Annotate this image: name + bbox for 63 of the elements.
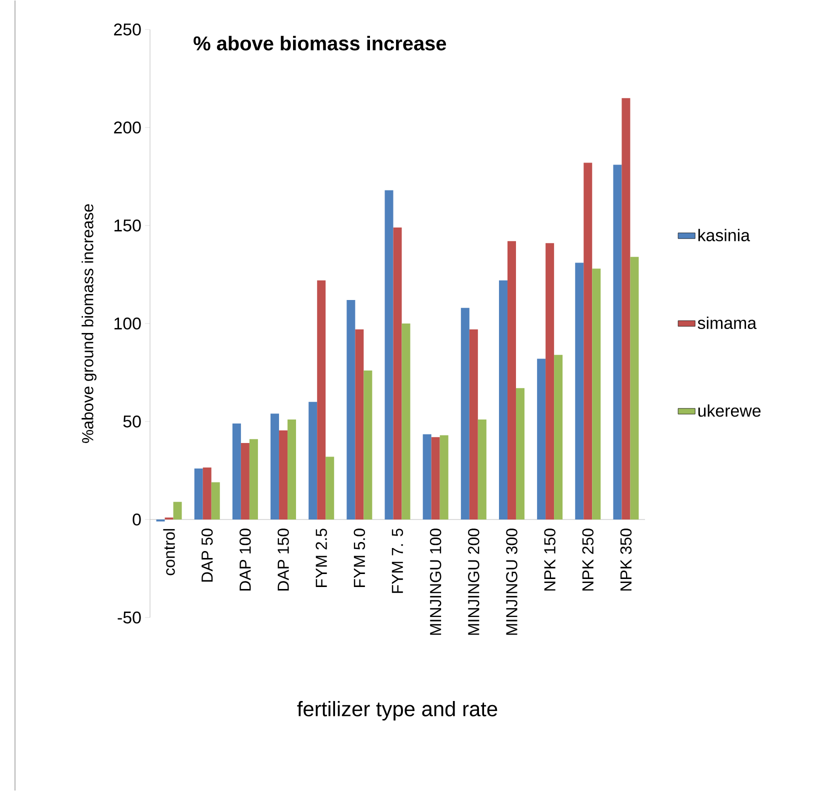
bar: [575, 262, 584, 520]
bar: [326, 456, 334, 520]
x-tick-label: NPK 150: [544, 528, 556, 591]
bar: [232, 423, 241, 520]
bar: [270, 414, 280, 520]
bar: [546, 243, 554, 520]
y-tick-label: 250: [114, 23, 141, 36]
bar: [240, 443, 250, 520]
bar: [630, 256, 639, 520]
x-tick-label: MINJINGU 100: [430, 528, 442, 635]
bar: [249, 439, 258, 520]
bar: [346, 300, 356, 520]
bar: [355, 329, 364, 520]
bar: [469, 329, 478, 520]
x-tick-label: FYM 7. 5: [392, 528, 404, 593]
bar: [507, 241, 516, 520]
x-tick-label: control: [163, 529, 175, 576]
x-tick-label: MINJINGU 200: [468, 528, 480, 635]
bar: [393, 227, 402, 520]
bar: [288, 420, 296, 520]
x-tick-label: DAP 100: [240, 528, 251, 591]
x-axis-title: fertilizer type and rate: [297, 701, 498, 721]
bar: [613, 164, 622, 520]
bar: [584, 162, 592, 520]
x-tick-label: NPK 350: [620, 528, 632, 591]
bar: [211, 482, 220, 520]
bar: [308, 402, 318, 520]
bar: [194, 468, 203, 520]
y-tick-label: 0: [132, 514, 141, 526]
bar: [554, 354, 563, 520]
bar: [478, 420, 486, 520]
x-tick-label: FYM 2.5: [316, 528, 327, 587]
x-tick-label: DAP 150: [278, 528, 289, 591]
x-tick-label: NPK 250: [582, 528, 594, 591]
bar: [622, 98, 630, 520]
bar: [592, 268, 601, 520]
bar: [384, 190, 394, 520]
bar: [279, 430, 288, 520]
bar: [422, 434, 432, 520]
bar: [537, 358, 546, 520]
legend-label: ukerewe: [698, 404, 761, 417]
bar: [317, 280, 326, 520]
bar: [364, 370, 372, 520]
legend-label: kasinia: [698, 228, 750, 242]
x-tick-label: MINJINGU 300: [506, 528, 518, 635]
y-tick-label: 200: [114, 121, 141, 134]
y-tick-label: 150: [114, 219, 141, 232]
y-tick-label: 100: [114, 318, 141, 330]
x-tick-label: FYM 5.0: [354, 528, 366, 587]
bar: [498, 280, 508, 520]
bar: [431, 437, 440, 520]
bar: [402, 323, 410, 520]
x-tick-label: DAP 50: [201, 528, 213, 582]
y-tick-label: -50: [118, 612, 141, 624]
bar: [202, 468, 212, 520]
bar: [173, 502, 182, 520]
y-axis-title: %above ground biomass increase: [82, 204, 96, 443]
legend-label: simama: [698, 316, 757, 330]
bar: [460, 308, 470, 520]
y-tick-label: 50: [123, 416, 141, 428]
bar: [516, 388, 524, 520]
chart-title: % above biomass increase: [194, 36, 446, 50]
bar: [440, 435, 448, 520]
